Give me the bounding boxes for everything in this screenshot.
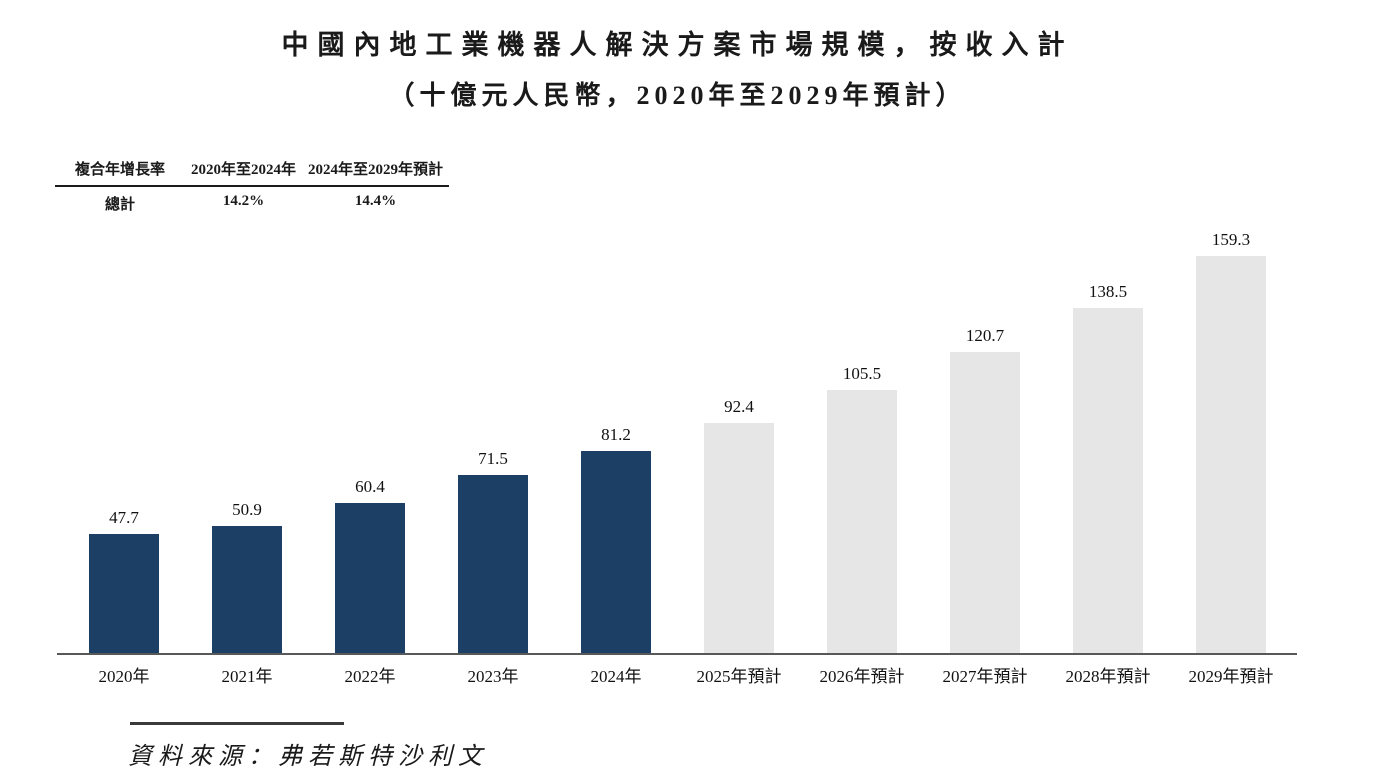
- source-label: 資料來源：弗若斯特沙利文: [128, 744, 488, 770]
- source-divider: [130, 722, 344, 725]
- bar-forecast: [827, 390, 897, 653]
- x-axis-label: 2029年預計: [1188, 667, 1274, 686]
- bar-historical: [212, 526, 282, 653]
- bar-forecast: [704, 423, 774, 653]
- x-axis-label: 2024年: [590, 667, 642, 686]
- cagr-header-metric: 複合年增長率: [74, 162, 165, 178]
- cagr-table-row: 總計 14.2% 14.4%: [55, 187, 449, 214]
- cagr-value-period2: 14.4%: [354, 193, 397, 209]
- cagr-header-period2: 2024年至2029年預計: [307, 162, 443, 178]
- bar-forecast: [1073, 308, 1143, 653]
- bar-chart: 47.7 2020年 50.9 2021年 60.4 2022年 71.5 2023年 81.2…: [57, 230, 1297, 686]
- bar-historical: [335, 503, 405, 653]
- x-axis-label: 2020年: [98, 667, 150, 686]
- bar-value-label: 50.9: [232, 500, 262, 519]
- bar-value-label: 47.7: [109, 508, 139, 527]
- chart-title: 中國內地工業機器人解決方案市場規模，按收入計: [281, 30, 1074, 60]
- cagr-table-header: 複合年增長率 2020年至2024年 2024年至2029年預計: [55, 158, 449, 187]
- bar-historical: [458, 475, 528, 653]
- x-axis-label: 2027年預計: [942, 667, 1028, 686]
- bar-forecast: [950, 352, 1020, 653]
- bar-value-label: 81.2: [601, 425, 631, 444]
- x-axis-label: 2023年: [467, 667, 519, 686]
- chart-subtitle: （十億元人民幣，2020年至2029年預計）: [388, 81, 967, 110]
- bar-historical: [89, 534, 159, 653]
- bar-value-label: 92.4: [724, 397, 754, 416]
- bar-historical: [581, 451, 651, 653]
- cagr-table: 複合年增長率 2020年至2024年 2024年至2029年預計 總計 14.2…: [55, 158, 449, 214]
- x-axis-label: 2025年預計: [696, 667, 782, 686]
- x-axis-label: 2022年: [344, 667, 396, 686]
- bar-value-label: 71.5: [478, 449, 508, 468]
- cagr-value-period1: 14.2%: [222, 193, 265, 209]
- bar-value-label: 138.5: [1088, 282, 1128, 301]
- x-axis-label: 2021年: [221, 667, 273, 686]
- bar-value-label: 105.5: [842, 364, 882, 383]
- cagr-row-label: 總計: [104, 197, 135, 213]
- bar-value-label: 159.3: [1211, 230, 1251, 249]
- title-block: 中國內地工業機器人解決方案市場規模，按收入計 （十億元人民幣，2020年至202…: [0, 28, 1355, 112]
- bar-forecast: [1196, 256, 1266, 653]
- bar-value-label: 60.4: [355, 477, 385, 496]
- x-axis-label: 2026年預計: [819, 667, 905, 686]
- x-axis-line: [57, 653, 1297, 655]
- x-axis-label: 2028年預計: [1065, 667, 1151, 686]
- cagr-header-period1: 2020年至2024年: [190, 162, 296, 178]
- bar-value-label: 120.7: [965, 326, 1005, 345]
